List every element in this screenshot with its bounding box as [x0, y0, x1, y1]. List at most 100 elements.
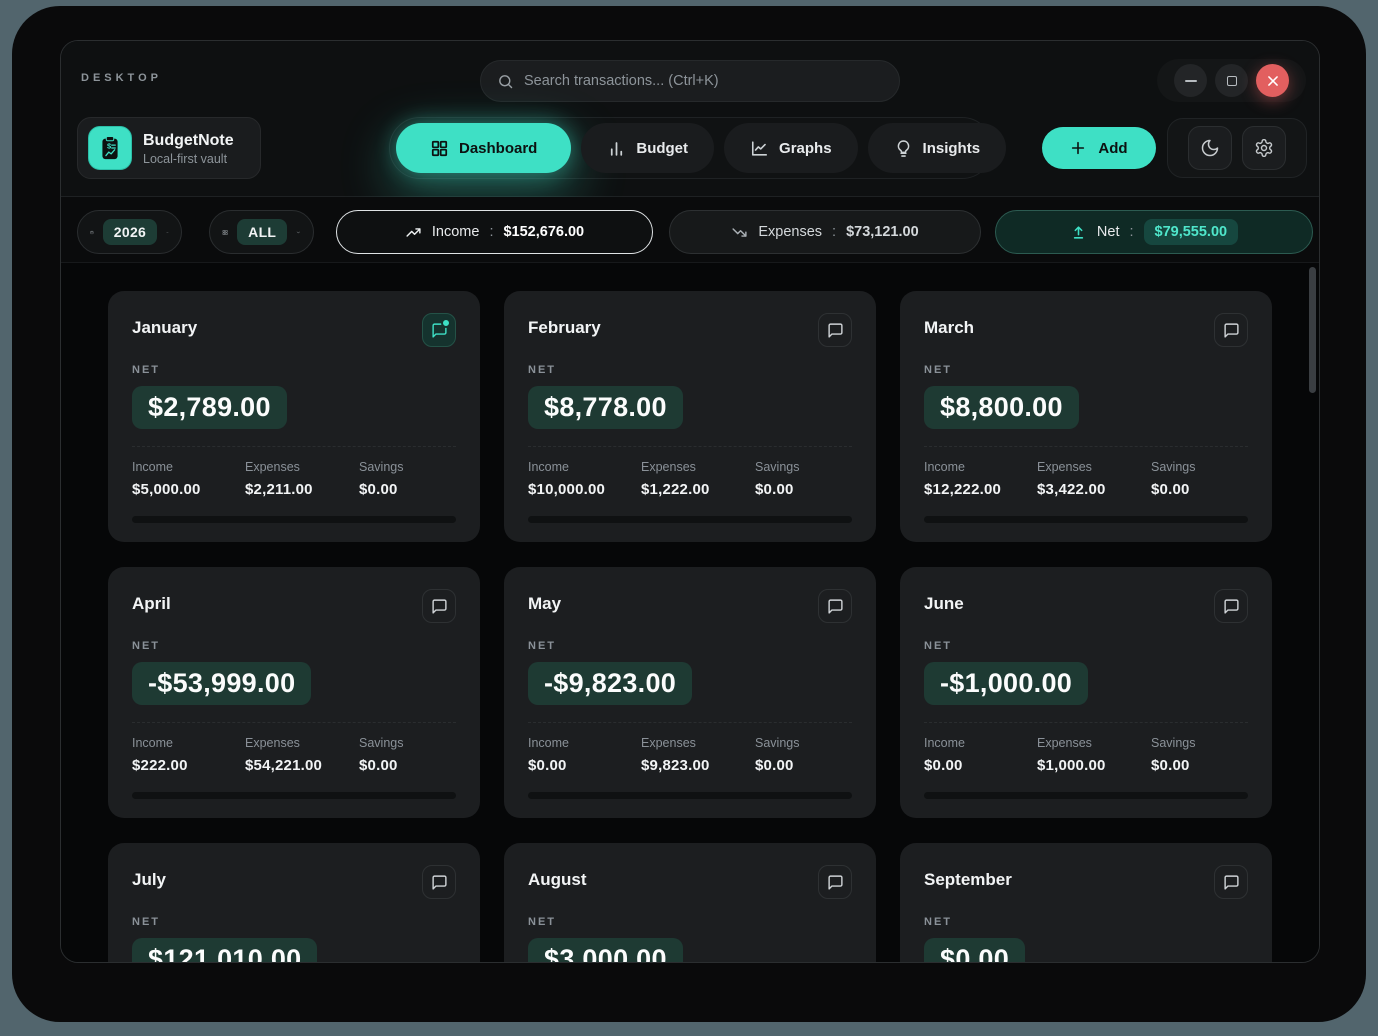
expenses-total-pill[interactable]: Expenses : $73,121.00 [669, 210, 981, 254]
progress-bar [132, 792, 456, 799]
note-button[interactable] [422, 313, 456, 347]
note-button[interactable] [1214, 589, 1248, 623]
income-label: Income [132, 736, 173, 750]
month-card[interactable]: September NET $0.00 Income Expenses Savi… [900, 843, 1272, 962]
minimize-button[interactable] [1174, 64, 1207, 97]
add-button[interactable]: Add [1042, 127, 1156, 169]
income-stat: Income $0.00 [528, 736, 641, 774]
card-stats: Income $5,000.00 Expenses $2,211.00 Savi… [132, 460, 456, 498]
month-card[interactable]: February NET $8,778.00 Income $10,000.00… [504, 291, 876, 542]
minimize-icon [1184, 79, 1197, 82]
lightbulb-icon [897, 139, 909, 157]
bar-chart-icon [611, 141, 623, 156]
month-card[interactable]: January NET $2,789.00 Income $5,000.00 E… [108, 291, 480, 542]
card-header: June [924, 589, 1248, 623]
month-title: September [924, 870, 1012, 889]
gear-icon [1255, 138, 1273, 158]
expenses-value: $73,121.00 [846, 224, 919, 240]
savings-label: Savings [755, 736, 800, 750]
expenses-stat: Expenses $1,222.00 [641, 460, 755, 498]
net-amount: $121,010.00 [132, 938, 318, 962]
savings-stat: Savings $0.00 [755, 736, 852, 774]
note-button[interactable] [422, 865, 456, 899]
calendar-icon [90, 230, 94, 234]
card-header: August [528, 865, 852, 899]
tab-insights[interactable]: Insights [867, 123, 1007, 173]
net-label: NET [528, 364, 556, 376]
svg-text:$: $ [107, 141, 112, 150]
note-button[interactable] [422, 589, 456, 623]
settings-button[interactable] [1242, 126, 1286, 170]
tab-budget[interactable]: Budget [581, 123, 715, 173]
month-title: March [924, 318, 975, 337]
search-input[interactable] [524, 73, 883, 89]
tab-label: Insights [922, 139, 981, 157]
month-card[interactable]: June NET -$1,000.00 Income $0.00 Expense… [900, 567, 1272, 818]
note-button[interactable] [818, 589, 852, 623]
net-label: NET [528, 916, 556, 928]
savings-label: Savings [359, 460, 404, 474]
app-header: DESKTOP $ [61, 41, 1319, 197]
income-value: $0.00 [924, 757, 963, 774]
net-total-pill[interactable]: Net : $79,555.00 [995, 210, 1313, 254]
add-button-label: Add [1098, 139, 1128, 157]
income-total-pill[interactable]: Income : $152,676.00 [336, 210, 653, 254]
theme-toggle-button[interactable] [1188, 126, 1232, 170]
month-card[interactable]: July NET $121,010.00 Income Expenses Sav… [108, 843, 480, 962]
income-label: Income [528, 460, 569, 474]
card-header: May [528, 589, 852, 623]
note-button[interactable] [818, 313, 852, 347]
plus-icon [1072, 141, 1085, 155]
month-card[interactable]: May NET -$9,823.00 Income $0.00 Expenses… [504, 567, 876, 818]
chevron-down-icon [166, 231, 169, 233]
comment-icon [827, 598, 843, 614]
savings-label: Savings [1151, 736, 1196, 750]
maximize-button[interactable] [1215, 64, 1248, 97]
search-bar[interactable] [480, 60, 900, 102]
expenses-value: $9,823.00 [641, 757, 710, 774]
clipboard-dollar-icon: $ [102, 136, 118, 160]
month-title: August [528, 870, 587, 889]
month-cards-grid: January NET $2,789.00 Income $5,000.00 E… [108, 291, 1272, 962]
year-select[interactable]: 2026 [77, 210, 182, 254]
net-label: NET [132, 640, 160, 652]
comment-icon [1223, 322, 1239, 338]
savings-value: $0.00 [755, 481, 794, 498]
month-card[interactable]: August NET $3,000.00 Income Expenses Sav… [504, 843, 876, 962]
comment-icon [827, 874, 843, 890]
savings-value: $0.00 [359, 481, 398, 498]
brand-card[interactable]: $ BudgetNote Local-first vault [77, 117, 261, 179]
tab-graphs[interactable]: Graphs [724, 123, 858, 173]
tab-dashboard[interactable]: Dashboard [396, 123, 572, 173]
progress-bar [924, 516, 1248, 523]
note-button[interactable] [818, 865, 852, 899]
brand-text: BudgetNote Local-first vault [143, 131, 234, 166]
expenses-stat: Expenses $9,823.00 [641, 736, 755, 774]
net-amount: -$53,999.00 [132, 662, 312, 705]
card-header: July [132, 865, 456, 899]
income-value: $222.00 [132, 757, 188, 774]
comment-icon [827, 322, 843, 338]
net-amount: $3,000.00 [528, 938, 683, 962]
expenses-label: Expenses [641, 736, 696, 750]
scrollbar[interactable] [1309, 267, 1316, 393]
card-header: March [924, 313, 1248, 347]
note-button[interactable] [1214, 865, 1248, 899]
card-divider [528, 722, 852, 723]
maximize-icon [1226, 75, 1237, 86]
close-button[interactable] [1256, 64, 1289, 97]
net-label: NET [924, 916, 952, 928]
note-button[interactable] [1214, 313, 1248, 347]
month-card[interactable]: April NET -$53,999.00 Income $222.00 Exp… [108, 567, 480, 818]
search-icon [499, 74, 513, 88]
card-header: September [924, 865, 1248, 899]
card-header: February [528, 313, 852, 347]
colon: : [832, 224, 837, 240]
income-stat: Income $10,000.00 [528, 460, 641, 498]
progress-bar [528, 792, 852, 799]
savings-stat: Savings $0.00 [755, 460, 852, 498]
colon: : [1129, 224, 1134, 240]
month-card[interactable]: March NET $8,800.00 Income $12,222.00 Ex… [900, 291, 1272, 542]
scope-select[interactable]: ALL [209, 210, 314, 254]
month-title: April [132, 594, 171, 613]
